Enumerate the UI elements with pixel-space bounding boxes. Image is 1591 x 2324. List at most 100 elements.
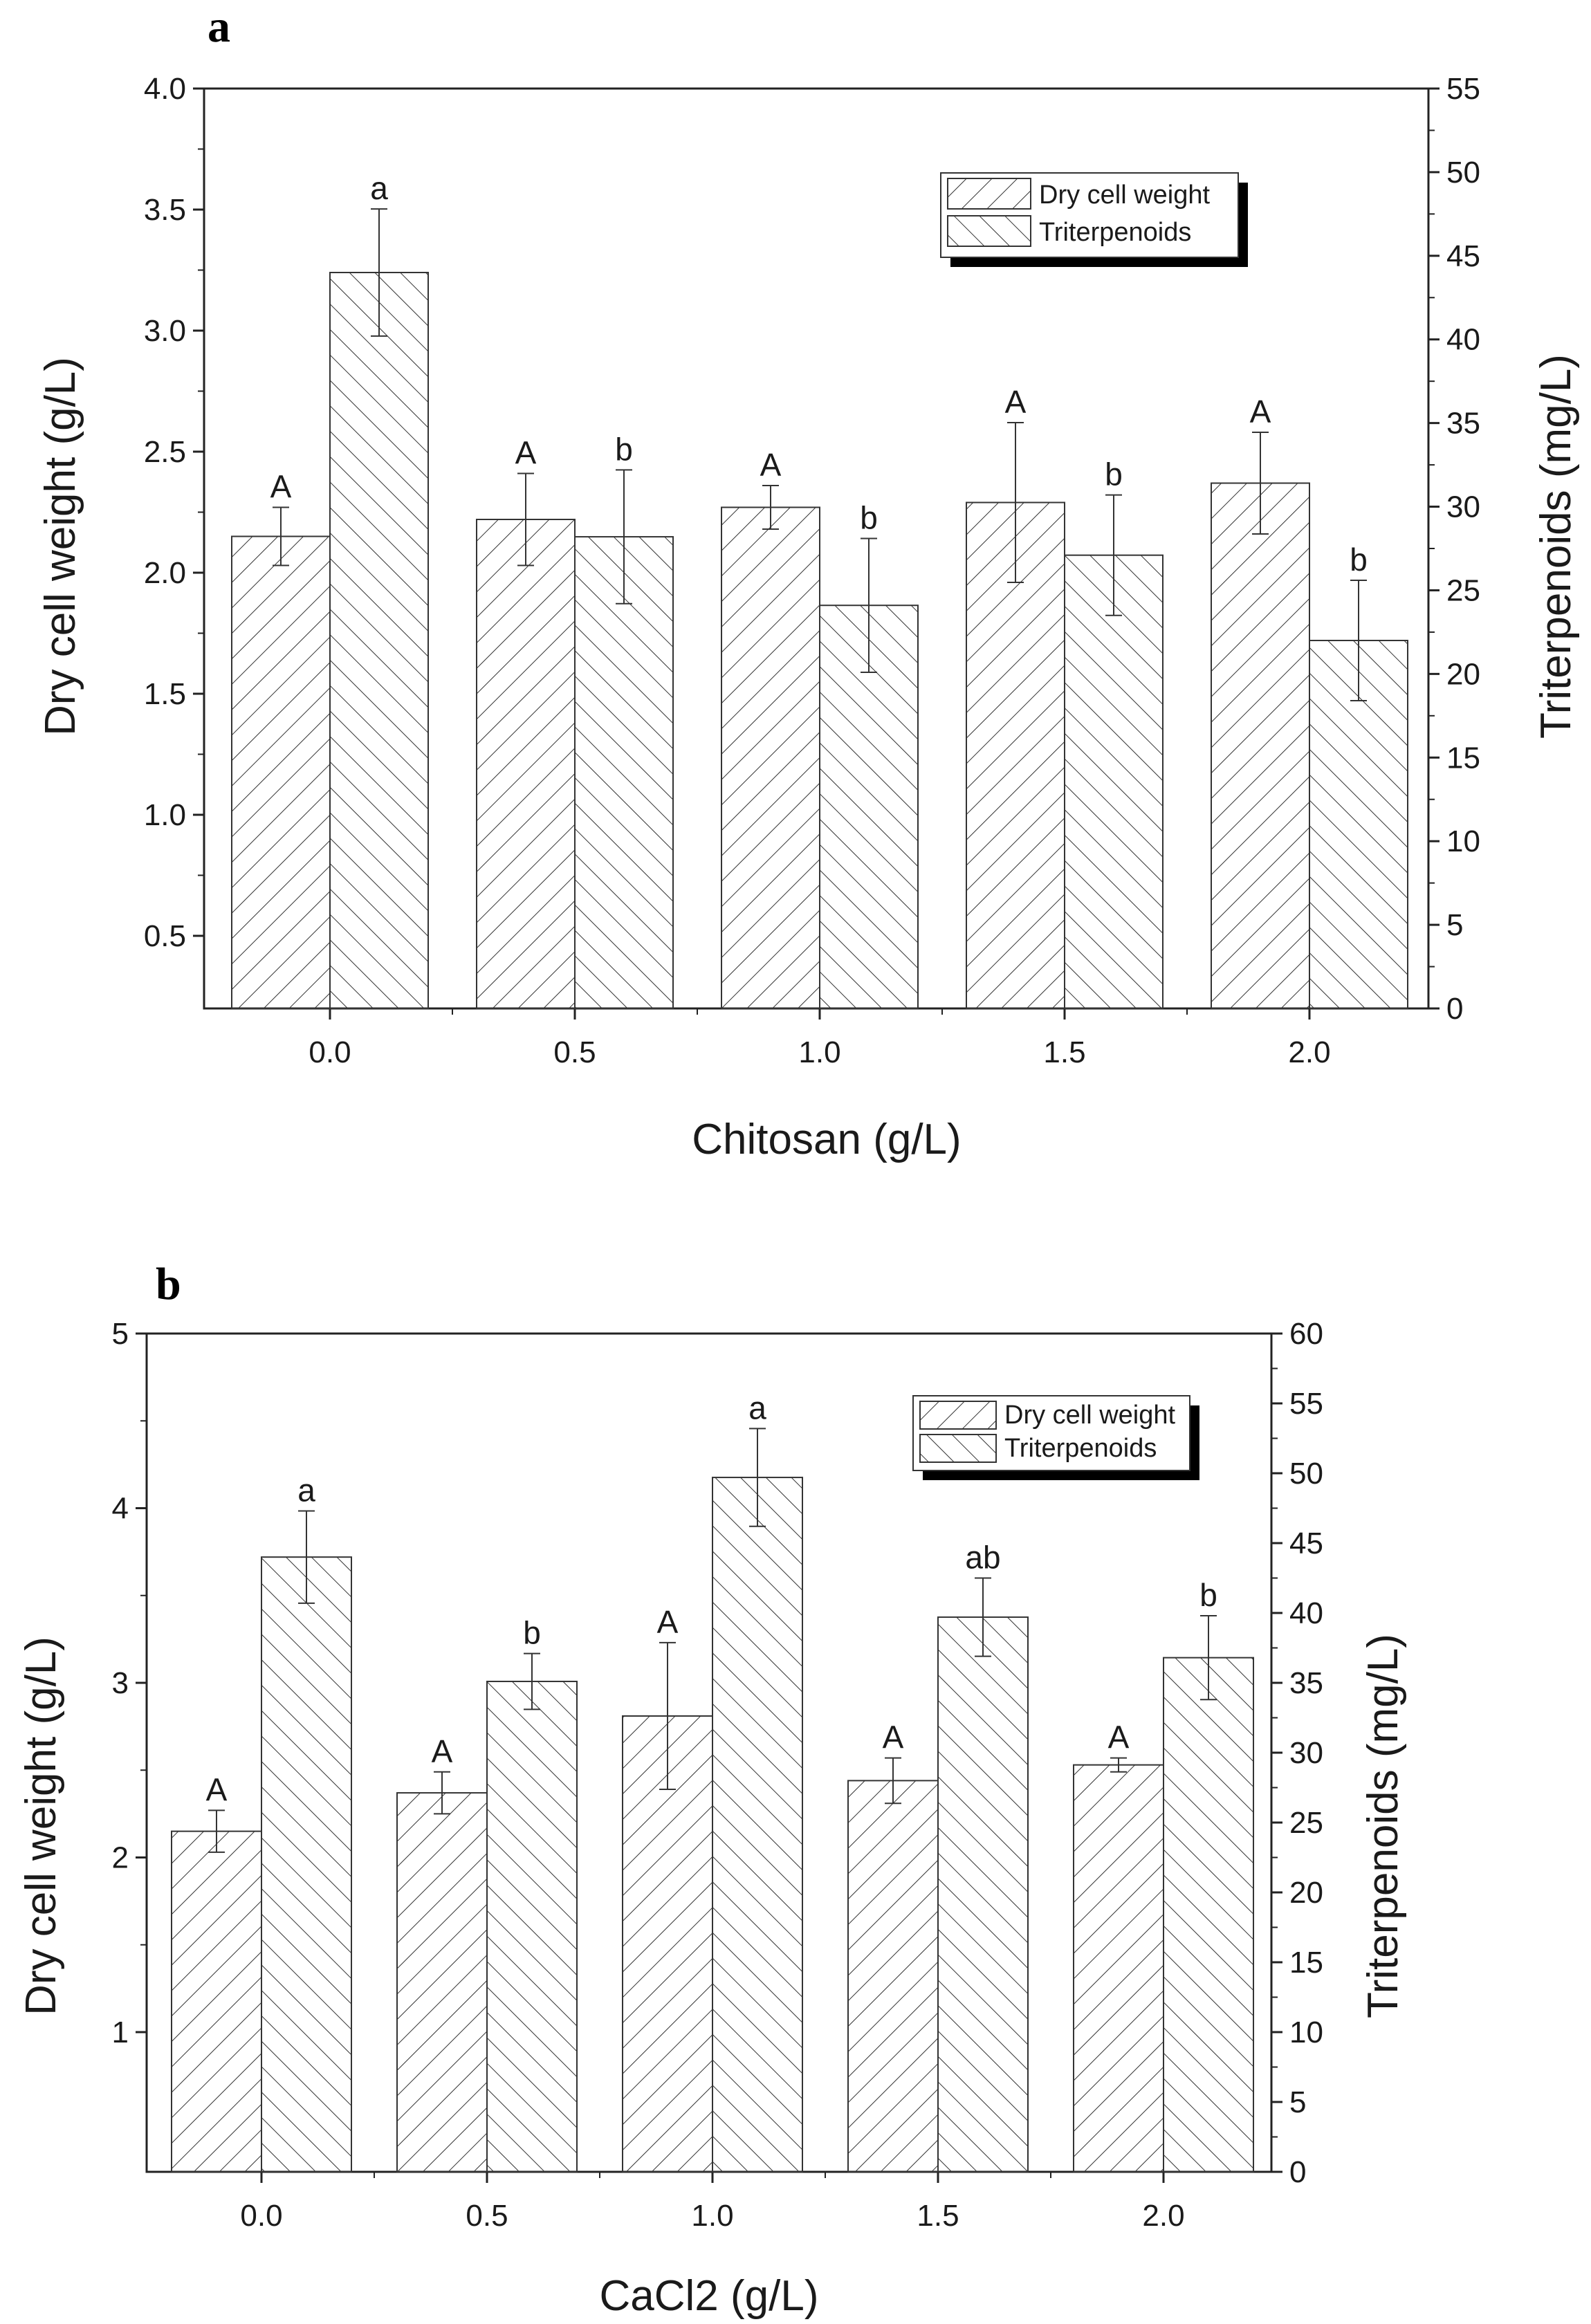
y2-tick-label: 15 — [1446, 741, 1480, 775]
bar-dry-cell-weight — [1211, 482, 1310, 1009]
x-tick-label: 2.0 — [1288, 1035, 1330, 1069]
y-tick-label: 3.5 — [144, 193, 186, 227]
y2-tick-label: 20 — [1446, 657, 1480, 691]
bar-dry-cell-weight — [721, 506, 820, 1009]
legend-swatch — [919, 1434, 997, 1463]
significance-label: b — [615, 431, 633, 467]
significance-label: A — [515, 435, 537, 471]
y2-axis-title-a: Triterpenoids (mg/L) — [1532, 354, 1580, 739]
bar-triterpenoids — [1163, 1657, 1254, 2173]
significance-label: b — [523, 1615, 541, 1651]
bar-triterpenoids — [937, 1616, 1029, 2173]
y-axis-title-b: Dry cell weight (g/L) — [17, 1636, 65, 2016]
significance-label: A — [657, 1604, 679, 1640]
bar-dry-cell-weight — [476, 519, 576, 1009]
bar-dry-cell-weight — [966, 501, 1065, 1009]
legend-label: Triterpenoids — [1004, 1434, 1157, 1463]
bar-dry-cell-weight — [1073, 1764, 1164, 2173]
bar-dry-cell-weight — [396, 1792, 488, 2173]
y-tick-label: 4.0 — [144, 72, 186, 106]
significance-label: A — [1250, 394, 1271, 430]
y2-tick-label: 10 — [1289, 2016, 1323, 2049]
y-tick-label: 3.0 — [144, 314, 186, 348]
significance-label: b — [1350, 542, 1368, 578]
y2-tick-label: 60 — [1289, 1317, 1323, 1351]
legend-swatch — [947, 215, 1031, 247]
bars-a: Aa A b Ab Ab Ab — [231, 170, 1408, 1009]
bar-triterpenoids — [574, 536, 674, 1009]
significance-label: A — [270, 469, 292, 505]
significance-label: A — [1108, 1719, 1130, 1755]
bar-dry-cell-weight — [231, 535, 331, 1009]
bar-triterpenoids — [712, 1477, 803, 2173]
y2-tick-label: 40 — [1289, 1596, 1323, 1630]
x-tick-label: 1.5 — [1043, 1035, 1085, 1069]
y-tick-label: 5 — [112, 1317, 129, 1351]
y2-tick-label: 55 — [1446, 72, 1480, 106]
legend-a: Dry cell weight Triterpenoids — [940, 172, 1248, 267]
y2-tick-label: 30 — [1446, 490, 1480, 524]
significance-label: a — [748, 1390, 766, 1426]
y2-tick-label: 5 — [1289, 2085, 1306, 2119]
y2-tick-label: 10 — [1446, 824, 1480, 858]
panel-letter-b: b — [156, 1259, 181, 1309]
x-tick-label: 1.5 — [917, 2199, 959, 2233]
bar-triterpenoids — [1064, 554, 1164, 1009]
x-tick-label: 1.0 — [691, 2199, 733, 2233]
significance-label: a — [370, 170, 388, 206]
y2-tick-label: 40 — [1446, 323, 1480, 357]
y2-tick-label: 50 — [1446, 156, 1480, 190]
significance-label: A — [432, 1733, 453, 1769]
y-tick-label: 3 — [112, 1666, 129, 1700]
significance-label: A — [206, 1771, 228, 1807]
significance-label: A — [883, 1719, 904, 1755]
x-tick-label: 0.5 — [553, 1035, 596, 1069]
legend-label: Triterpenoids — [1039, 218, 1191, 247]
y2-tick-label: 35 — [1446, 407, 1480, 441]
legend-b: Dry cell weight Triterpenoids — [912, 1395, 1199, 1480]
axis-ticks-a: 0.5 1.0 1.5 2.0 2.5 3.0 3.5 4.0 0 5 10 15 20 25 30 35 40… — [144, 72, 1480, 1069]
y2-tick-label: 50 — [1289, 1457, 1323, 1491]
y2-tick-label: 25 — [1289, 1806, 1323, 1840]
bar-triterpenoids — [261, 1556, 352, 2173]
y2-tick-label: 45 — [1289, 1527, 1323, 1560]
y2-axis-title-b: Triterpenoids (mg/L) — [1359, 1634, 1407, 2018]
y-tick-label: 2 — [112, 1841, 129, 1875]
y-tick-label: 2.5 — [144, 435, 186, 469]
y2-tick-label: 35 — [1289, 1666, 1323, 1700]
y-tick-label: 0.5 — [144, 919, 186, 953]
legend-label: Dry cell weight — [1004, 1401, 1176, 1430]
bar-dry-cell-weight — [171, 1830, 262, 2173]
legend-label: Dry cell weight — [1039, 181, 1211, 210]
y2-tick-label: 15 — [1289, 1946, 1323, 1980]
chart-panel-a: a 0.5 1.0 1.5 2.0 2.5 3.0 3.5 4.0 0 5 10 15 20 25 30 35… — [37, 1, 1580, 1163]
x-tick-label: 0.0 — [309, 1035, 351, 1069]
significance-label: b — [1199, 1577, 1217, 1613]
x-tick-label: 0.0 — [240, 2199, 282, 2233]
y2-tick-label: 30 — [1289, 1736, 1323, 1770]
y2-tick-label: 0 — [1289, 2155, 1306, 2189]
panel-letter-a: a — [208, 1, 230, 52]
legend-swatch — [919, 1401, 997, 1430]
y-tick-label: 1.0 — [144, 798, 186, 832]
bars-b: Aa Ab Aa Aab Ab — [171, 1390, 1254, 2173]
x-tick-label: 0.5 — [466, 2199, 508, 2233]
significance-label: A — [760, 447, 782, 483]
x-tick-label: 2.0 — [1142, 2199, 1184, 2233]
legend-swatch — [947, 178, 1031, 210]
y2-tick-label: 5 — [1446, 908, 1463, 942]
bar-dry-cell-weight — [847, 1780, 939, 2173]
y-tick-label: 4 — [112, 1492, 129, 1526]
y-tick-label: 1 — [112, 2016, 129, 2049]
bar-triterpenoids — [329, 272, 429, 1009]
y-axis-title-a: Dry cell weight (g/L) — [37, 357, 84, 736]
significance-label: A — [1005, 384, 1027, 420]
y2-tick-label: 0 — [1446, 992, 1463, 1026]
significance-label: ab — [965, 1540, 1000, 1576]
y-tick-label: 1.5 — [144, 677, 186, 711]
y2-tick-label: 45 — [1446, 239, 1480, 273]
